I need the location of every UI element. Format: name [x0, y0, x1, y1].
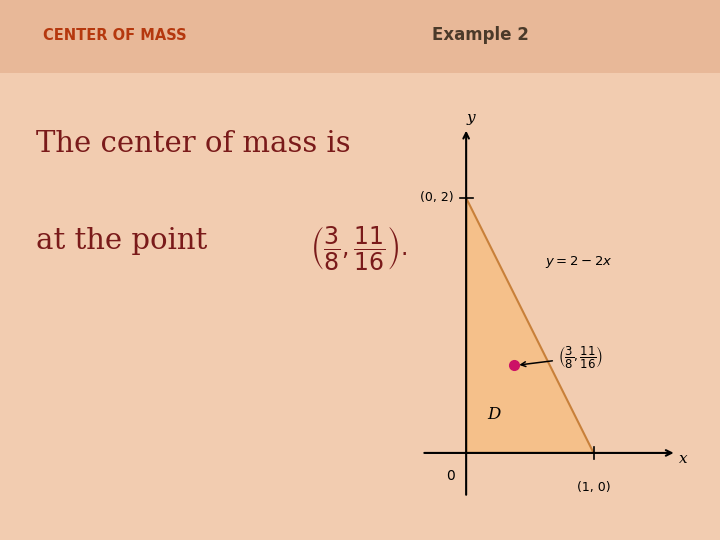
Text: $y = 2 - 2x$: $y = 2 - 2x$	[545, 254, 613, 269]
Text: (0, 2): (0, 2)	[420, 192, 454, 205]
Bar	[0, 0, 720, 73]
Text: y: y	[467, 111, 475, 125]
Text: Example 2: Example 2	[432, 26, 529, 44]
Text: D: D	[487, 406, 501, 423]
Text: (1, 0): (1, 0)	[577, 481, 611, 494]
Text: CENTER OF MASS: CENTER OF MASS	[43, 28, 186, 43]
Text: at the point: at the point	[36, 227, 207, 255]
Text: 0: 0	[446, 469, 455, 483]
Polygon shape	[466, 198, 593, 453]
Text: The center of mass is: The center of mass is	[36, 130, 351, 158]
Text: x: x	[679, 453, 688, 467]
Text: $\left(\dfrac{3}{8},\dfrac{11}{16}\right).$: $\left(\dfrac{3}{8},\dfrac{11}{16}\right…	[310, 224, 407, 272]
Text: $\left(\dfrac{3}{8},\dfrac{11}{16}\right)$: $\left(\dfrac{3}{8},\dfrac{11}{16}\right…	[521, 345, 603, 370]
